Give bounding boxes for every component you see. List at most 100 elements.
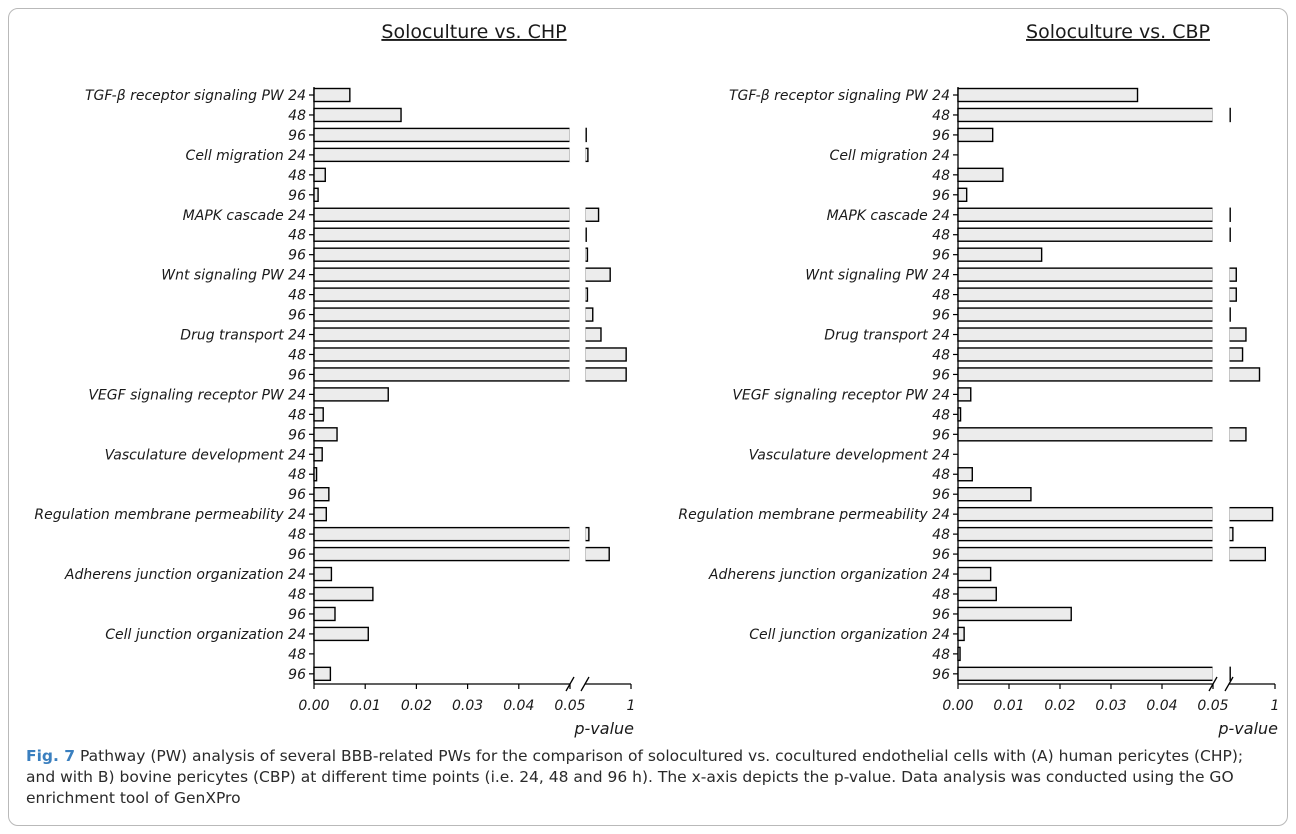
bar bbox=[313, 487, 330, 502]
bar bbox=[313, 307, 571, 322]
category-label: 96 bbox=[288, 487, 306, 503]
axis-break-gap bbox=[1212, 307, 1230, 323]
bar bbox=[313, 367, 571, 382]
x-tick-label: 1 bbox=[1271, 698, 1280, 714]
category-label: Vasculature development 24 bbox=[105, 447, 306, 463]
category-label: 48 bbox=[932, 467, 950, 483]
bar-break-segment bbox=[584, 546, 610, 562]
bar-break-segment bbox=[584, 347, 627, 362]
category-label: 96 bbox=[288, 128, 306, 144]
category-label: 96 bbox=[288, 667, 306, 683]
bar bbox=[957, 666, 1214, 682]
bar bbox=[313, 267, 571, 282]
axis-break-gap bbox=[1212, 327, 1230, 343]
x-tick-label: 0.02 bbox=[1044, 698, 1075, 714]
bar-break-segment bbox=[1228, 427, 1247, 442]
bar bbox=[957, 247, 1043, 262]
bar bbox=[957, 107, 1214, 123]
bar bbox=[957, 227, 1214, 242]
axis-break-gap bbox=[1212, 666, 1230, 682]
category-label: 48 bbox=[932, 407, 950, 423]
bar-break-segment bbox=[584, 307, 594, 322]
x-tick-label: 0.01 bbox=[993, 698, 1024, 714]
category-label: 48 bbox=[288, 228, 306, 244]
category-label: Vasculature development 24 bbox=[749, 447, 950, 463]
x-tick-label: 0.05 bbox=[1197, 698, 1228, 714]
bar bbox=[957, 87, 1139, 103]
bar bbox=[957, 287, 1214, 302]
bar bbox=[313, 427, 338, 442]
bar bbox=[313, 526, 571, 542]
axis-break-gap bbox=[569, 346, 586, 362]
axis-break-gap bbox=[569, 366, 586, 382]
bar-break-segment bbox=[584, 526, 590, 542]
category-label: Adherens junction organization 24 bbox=[64, 567, 306, 583]
category-label: 96 bbox=[932, 308, 950, 324]
bar bbox=[957, 427, 1214, 442]
figure-canvas: Soloculture vs. CHP TGF-β receptor signal… bbox=[34, 21, 1280, 738]
category-label: 96 bbox=[932, 248, 950, 264]
category-label: Cell junction organization 24 bbox=[749, 627, 950, 643]
bar bbox=[957, 467, 973, 482]
bar bbox=[957, 347, 1214, 362]
category-label: VEGF signaling receptor PW 24 bbox=[732, 387, 950, 403]
axis-break-gap bbox=[1212, 506, 1230, 522]
bar-break-segment bbox=[584, 207, 600, 222]
category-label: TGF-β receptor signaling PW 24 bbox=[85, 88, 306, 104]
axis-break-gap bbox=[569, 207, 586, 223]
x-tick-label: 0.03 bbox=[1095, 698, 1126, 714]
category-label: 96 bbox=[932, 667, 950, 683]
bar bbox=[313, 247, 571, 262]
bar bbox=[313, 506, 327, 522]
category-label: 48 bbox=[932, 108, 950, 124]
x-tick-label: 0.00 bbox=[298, 698, 329, 714]
bar bbox=[313, 167, 326, 183]
category-label: 48 bbox=[932, 168, 950, 184]
bar bbox=[313, 586, 374, 602]
category-label: 96 bbox=[932, 427, 950, 443]
category-label: 48 bbox=[932, 288, 950, 304]
bar-break-segment bbox=[1228, 267, 1237, 282]
bar-break-segment bbox=[1228, 287, 1237, 302]
category-label: 96 bbox=[932, 607, 950, 623]
bar bbox=[957, 546, 1214, 562]
bar bbox=[313, 606, 336, 622]
bar-break-segment bbox=[1228, 526, 1234, 542]
axis-break-gap bbox=[569, 227, 586, 243]
figure-caption: Fig. 7 Pathway (PW) analysis of several … bbox=[26, 746, 1266, 809]
axis-break-gap bbox=[1212, 227, 1230, 243]
axis-break-gap bbox=[1212, 546, 1230, 562]
bar bbox=[957, 626, 965, 642]
bar bbox=[313, 387, 389, 402]
x-axis-title: p-value bbox=[573, 719, 634, 738]
x-axis-title: p-value bbox=[1217, 719, 1278, 738]
axis-break-gap bbox=[1212, 267, 1230, 283]
bar-break-segment bbox=[584, 367, 627, 382]
axis-break-gap bbox=[1212, 426, 1230, 442]
x-tick-label: 0.00 bbox=[942, 698, 973, 714]
axis-break-gap bbox=[569, 127, 586, 143]
category-label: 48 bbox=[288, 587, 306, 603]
panel-title: Soloculture vs. CBP bbox=[1026, 21, 1210, 43]
category-label: 48 bbox=[288, 108, 306, 124]
bar bbox=[957, 526, 1214, 542]
axis-break-gap bbox=[1212, 287, 1230, 303]
bar bbox=[957, 307, 1214, 322]
axis-break-gap bbox=[569, 247, 586, 263]
bar bbox=[313, 127, 571, 143]
axis-break-gap bbox=[569, 546, 586, 562]
category-label: 48 bbox=[288, 647, 306, 663]
x-tick-label: 0.04 bbox=[1146, 698, 1177, 714]
bar bbox=[313, 227, 571, 242]
axis-break-gap bbox=[569, 267, 586, 283]
bar bbox=[313, 207, 571, 222]
figure-label: Fig. 7 bbox=[26, 747, 76, 765]
bar bbox=[313, 566, 333, 582]
caption-text: Pathway (PW) analysis of several BBB-rel… bbox=[26, 747, 1244, 807]
bar bbox=[313, 147, 571, 163]
bar-break-segment bbox=[1228, 347, 1244, 362]
category-label: 96 bbox=[932, 128, 950, 144]
bar bbox=[957, 407, 962, 422]
bar bbox=[957, 267, 1214, 282]
bar-break-segment bbox=[584, 327, 602, 342]
